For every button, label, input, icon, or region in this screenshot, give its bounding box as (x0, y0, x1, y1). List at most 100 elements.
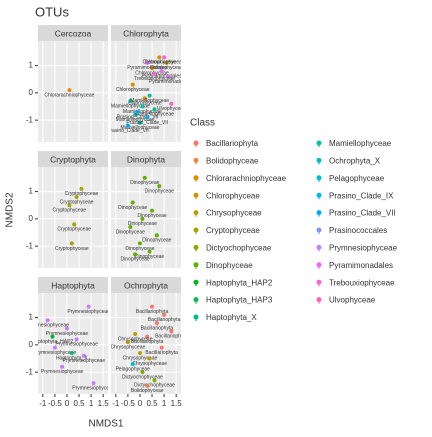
point (91, 381, 96, 386)
legend-label: Prasinococcales (329, 226, 387, 235)
point (152, 378, 157, 383)
point (86, 304, 91, 309)
point-label: Cryptophyceae (53, 208, 87, 214)
point-label: Trebouxiophyceae (144, 60, 185, 66)
point-label: Prymnesiophyceae (63, 358, 106, 364)
point (137, 120, 142, 125)
point-label: Dinophyceae (145, 188, 174, 194)
panel-content: Dinophyceae Dinophyceae Dinophyceae Dinophy… (111, 167, 181, 268)
x-tick-label: -1 (39, 399, 47, 408)
point (50, 334, 55, 339)
legend-label: Prasino_Clade_VII (329, 209, 396, 218)
panel (38, 167, 108, 268)
point-label: Trebouxiophyceae (134, 76, 175, 82)
panel (111, 293, 181, 394)
point (169, 101, 174, 106)
y-tick-label: 0 (29, 88, 34, 97)
point (125, 340, 130, 345)
legend-title: Class (190, 118, 215, 129)
strip-label: Dinophyta (127, 154, 166, 164)
point (72, 222, 77, 227)
point-label: Mamiellophyceae (130, 98, 169, 104)
point-label: Mamiellophyceae (111, 103, 150, 109)
point (130, 82, 135, 87)
legend-label: Prasino_Clade_IX (329, 191, 394, 200)
point-label: Dinophyceae (137, 213, 166, 219)
point (147, 356, 152, 361)
point-label: Dinophyceae (118, 205, 147, 211)
point (133, 331, 138, 336)
panel (38, 293, 108, 394)
point (159, 345, 164, 350)
point-label: Prymnesiophyceae (67, 309, 110, 315)
panel-content: Chlorarachniophyceae (38, 41, 108, 142)
point (162, 55, 167, 60)
point-label: Dinophyceae (125, 246, 154, 252)
point-label: Chrysophyceae (111, 344, 146, 350)
point-label: Dictyochophyceae (122, 374, 163, 380)
point (145, 334, 150, 339)
strip-label: Cercozoa (55, 28, 92, 38)
point-label: Bolidophyceae (131, 388, 164, 394)
point-label: Pyramimonadales (142, 73, 183, 79)
point-label: Mamiellophyceae (123, 109, 162, 115)
point (137, 351, 142, 356)
point-label: Prasino_Clade_VII (117, 114, 159, 120)
point-label: Bacillariophyta (141, 325, 174, 331)
point-label: Bacillariophyta (145, 350, 178, 356)
y-tick-label: -1 (26, 367, 34, 376)
legend-label: Pyramimonadales (329, 261, 393, 270)
x-tick-label: 0 (138, 399, 143, 408)
point (67, 88, 72, 93)
point-label: Bacillariophyta (148, 317, 181, 323)
x-tick-label: 1 (89, 399, 94, 408)
panel-content: Bacillariophyta Bacillariophyta Bacillario… (111, 293, 181, 394)
point-label: Cryptophyceae (60, 199, 94, 205)
point (128, 225, 133, 230)
point (169, 329, 174, 334)
point (145, 60, 150, 65)
point (145, 383, 150, 388)
point (154, 233, 159, 238)
point (164, 60, 169, 65)
point-label: Chlorophyceae (128, 101, 162, 107)
point (130, 361, 135, 366)
strip-label: Chlorophyta (123, 28, 169, 38)
x-tick-label: 0.5 (73, 399, 85, 408)
point (130, 200, 135, 205)
x-tick-label: 0.5 (146, 399, 158, 408)
point-label: Prymnesiophyceae (34, 350, 77, 356)
strip-label: Ochrophyta (124, 280, 168, 290)
x-axis-label: NMDS1 (88, 419, 123, 430)
legend-label: Haptophyta_HAP3 (206, 296, 273, 305)
strip-label: Cryptophyta (50, 154, 96, 164)
point-label: Prymnesiophyceae (46, 331, 89, 337)
point-label: Chlorophyceae (150, 65, 184, 71)
y-axis-label: NMDS2 (5, 192, 16, 227)
point-label: Chlorophyceae (135, 71, 169, 77)
strip (38, 25, 108, 41)
point (81, 353, 86, 358)
point-label: Mamiellophyceae (135, 112, 174, 118)
point-label: Chlorarachniophyceae (44, 92, 94, 98)
x-tick-label: -0.5 (121, 399, 135, 408)
point-label: Dinophyceae (121, 257, 150, 263)
point-label: Dinophyceae (128, 221, 157, 227)
point (154, 321, 159, 326)
point-label: Dinophyceae (130, 180, 159, 186)
point (152, 107, 157, 112)
point (135, 109, 140, 114)
point-label: Dinophyceae (116, 229, 145, 235)
point (150, 66, 155, 71)
point (74, 337, 79, 342)
x-tick-label: 1.5 (171, 399, 183, 408)
point (157, 184, 162, 189)
legend-label: Dictyochophyceae (206, 244, 272, 253)
point-label: Dinophyceae (142, 238, 171, 244)
point (157, 55, 162, 60)
legend-label: Haptophyta_X (206, 313, 257, 322)
point-label: Prymnesiophyceae (41, 369, 84, 375)
point (45, 318, 50, 323)
point (140, 216, 145, 221)
